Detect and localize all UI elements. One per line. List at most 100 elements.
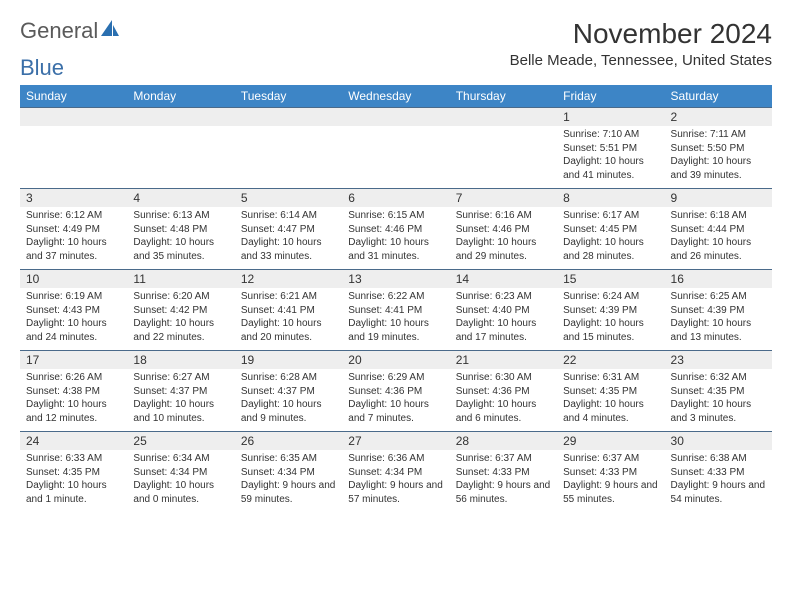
day-number-cell: 19 bbox=[235, 351, 342, 370]
sunset-text: Sunset: 4:37 PM bbox=[133, 385, 228, 399]
sunrise-text: Sunrise: 6:36 AM bbox=[348, 452, 443, 466]
sunset-text: Sunset: 4:37 PM bbox=[241, 385, 336, 399]
sunset-text: Sunset: 4:38 PM bbox=[26, 385, 121, 399]
daylight-text: Daylight: 10 hours and 0 minutes. bbox=[133, 479, 228, 506]
day-header: Wednesday bbox=[342, 85, 449, 108]
daylight-text: Daylight: 10 hours and 15 minutes. bbox=[563, 317, 658, 344]
sunset-text: Sunset: 4:41 PM bbox=[241, 304, 336, 318]
daylight-text: Daylight: 10 hours and 3 minutes. bbox=[671, 398, 766, 425]
day-number-cell bbox=[342, 108, 449, 127]
day-number-cell: 25 bbox=[127, 432, 234, 451]
day-detail-cell: Sunrise: 6:29 AMSunset: 4:36 PMDaylight:… bbox=[342, 369, 449, 432]
daylight-text: Daylight: 10 hours and 1 minute. bbox=[26, 479, 121, 506]
sunrise-text: Sunrise: 6:22 AM bbox=[348, 290, 443, 304]
sunrise-text: Sunrise: 6:27 AM bbox=[133, 371, 228, 385]
week-detail-row: Sunrise: 6:33 AMSunset: 4:35 PMDaylight:… bbox=[20, 450, 772, 512]
sunset-text: Sunset: 4:34 PM bbox=[241, 466, 336, 480]
day-header: Tuesday bbox=[235, 85, 342, 108]
daylight-text: Daylight: 10 hours and 6 minutes. bbox=[456, 398, 551, 425]
day-number-cell: 8 bbox=[557, 189, 664, 208]
sunrise-text: Sunrise: 6:35 AM bbox=[241, 452, 336, 466]
day-number-cell: 27 bbox=[342, 432, 449, 451]
daylight-text: Daylight: 9 hours and 57 minutes. bbox=[348, 479, 443, 506]
daylight-text: Daylight: 10 hours and 26 minutes. bbox=[671, 236, 766, 263]
day-number-cell: 23 bbox=[665, 351, 772, 370]
sunset-text: Sunset: 4:44 PM bbox=[671, 223, 766, 237]
day-detail-cell: Sunrise: 6:32 AMSunset: 4:35 PMDaylight:… bbox=[665, 369, 772, 432]
sunrise-text: Sunrise: 6:38 AM bbox=[671, 452, 766, 466]
week-daynum-row: 12 bbox=[20, 108, 772, 127]
week-detail-row: Sunrise: 7:10 AMSunset: 5:51 PMDaylight:… bbox=[20, 126, 772, 189]
daylight-text: Daylight: 10 hours and 12 minutes. bbox=[26, 398, 121, 425]
logo-text-1: General bbox=[20, 18, 98, 44]
sunrise-text: Sunrise: 6:17 AM bbox=[563, 209, 658, 223]
day-number-cell: 4 bbox=[127, 189, 234, 208]
day-detail-cell: Sunrise: 6:25 AMSunset: 4:39 PMDaylight:… bbox=[665, 288, 772, 351]
day-header: Monday bbox=[127, 85, 234, 108]
day-number-cell: 10 bbox=[20, 270, 127, 289]
day-number-cell: 24 bbox=[20, 432, 127, 451]
day-number-cell: 30 bbox=[665, 432, 772, 451]
sunrise-text: Sunrise: 6:30 AM bbox=[456, 371, 551, 385]
sunset-text: Sunset: 4:46 PM bbox=[348, 223, 443, 237]
day-number-cell: 20 bbox=[342, 351, 449, 370]
day-number-cell: 29 bbox=[557, 432, 664, 451]
sunrise-text: Sunrise: 6:37 AM bbox=[456, 452, 551, 466]
logo: General bbox=[20, 18, 120, 44]
day-detail-cell: Sunrise: 6:15 AMSunset: 4:46 PMDaylight:… bbox=[342, 207, 449, 270]
sunrise-text: Sunrise: 6:33 AM bbox=[26, 452, 121, 466]
sunset-text: Sunset: 4:45 PM bbox=[563, 223, 658, 237]
day-detail-cell bbox=[127, 126, 234, 189]
day-detail-cell: Sunrise: 6:14 AMSunset: 4:47 PMDaylight:… bbox=[235, 207, 342, 270]
sunset-text: Sunset: 4:39 PM bbox=[671, 304, 766, 318]
sunrise-text: Sunrise: 6:28 AM bbox=[241, 371, 336, 385]
logo-text-2: Blue bbox=[20, 55, 772, 81]
sunrise-text: Sunrise: 6:32 AM bbox=[671, 371, 766, 385]
day-detail-cell: Sunrise: 6:33 AMSunset: 4:35 PMDaylight:… bbox=[20, 450, 127, 512]
sunrise-text: Sunrise: 6:34 AM bbox=[133, 452, 228, 466]
day-number-cell: 22 bbox=[557, 351, 664, 370]
daylight-text: Daylight: 10 hours and 31 minutes. bbox=[348, 236, 443, 263]
daylight-text: Daylight: 10 hours and 33 minutes. bbox=[241, 236, 336, 263]
daylight-text: Daylight: 10 hours and 24 minutes. bbox=[26, 317, 121, 344]
daylight-text: Daylight: 10 hours and 9 minutes. bbox=[241, 398, 336, 425]
day-detail-cell: Sunrise: 6:38 AMSunset: 4:33 PMDaylight:… bbox=[665, 450, 772, 512]
sunrise-text: Sunrise: 6:26 AM bbox=[26, 371, 121, 385]
sunset-text: Sunset: 4:35 PM bbox=[26, 466, 121, 480]
sunset-text: Sunset: 5:50 PM bbox=[671, 142, 766, 156]
sunset-text: Sunset: 4:33 PM bbox=[671, 466, 766, 480]
sunrise-text: Sunrise: 6:15 AM bbox=[348, 209, 443, 223]
sunrise-text: Sunrise: 6:37 AM bbox=[563, 452, 658, 466]
day-detail-cell: Sunrise: 6:13 AMSunset: 4:48 PMDaylight:… bbox=[127, 207, 234, 270]
sunset-text: Sunset: 4:33 PM bbox=[563, 466, 658, 480]
day-number-cell: 7 bbox=[450, 189, 557, 208]
week-daynum-row: 24252627282930 bbox=[20, 432, 772, 451]
daylight-text: Daylight: 10 hours and 17 minutes. bbox=[456, 317, 551, 344]
week-detail-row: Sunrise: 6:26 AMSunset: 4:38 PMDaylight:… bbox=[20, 369, 772, 432]
sunset-text: Sunset: 4:41 PM bbox=[348, 304, 443, 318]
day-number-cell: 14 bbox=[450, 270, 557, 289]
daylight-text: Daylight: 10 hours and 37 minutes. bbox=[26, 236, 121, 263]
sunrise-text: Sunrise: 7:10 AM bbox=[563, 128, 658, 142]
sunset-text: Sunset: 4:36 PM bbox=[456, 385, 551, 399]
day-number-cell: 1 bbox=[557, 108, 664, 127]
day-header: Friday bbox=[557, 85, 664, 108]
logo-sail-icon bbox=[100, 19, 120, 37]
day-number-cell bbox=[127, 108, 234, 127]
daylight-text: Daylight: 10 hours and 39 minutes. bbox=[671, 155, 766, 182]
daylight-text: Daylight: 10 hours and 41 minutes. bbox=[563, 155, 658, 182]
calendar-table: Sunday Monday Tuesday Wednesday Thursday… bbox=[20, 85, 772, 512]
day-detail-cell: Sunrise: 6:19 AMSunset: 4:43 PMDaylight:… bbox=[20, 288, 127, 351]
week-daynum-row: 3456789 bbox=[20, 189, 772, 208]
calendar-body: 12Sunrise: 7:10 AMSunset: 5:51 PMDayligh… bbox=[20, 108, 772, 513]
sunset-text: Sunset: 4:46 PM bbox=[456, 223, 551, 237]
week-detail-row: Sunrise: 6:19 AMSunset: 4:43 PMDaylight:… bbox=[20, 288, 772, 351]
daylight-text: Daylight: 10 hours and 10 minutes. bbox=[133, 398, 228, 425]
sunset-text: Sunset: 4:33 PM bbox=[456, 466, 551, 480]
daylight-text: Daylight: 10 hours and 7 minutes. bbox=[348, 398, 443, 425]
daylight-text: Daylight: 10 hours and 20 minutes. bbox=[241, 317, 336, 344]
day-number-cell: 3 bbox=[20, 189, 127, 208]
week-daynum-row: 10111213141516 bbox=[20, 270, 772, 289]
day-number-cell: 2 bbox=[665, 108, 772, 127]
daylight-text: Daylight: 10 hours and 22 minutes. bbox=[133, 317, 228, 344]
